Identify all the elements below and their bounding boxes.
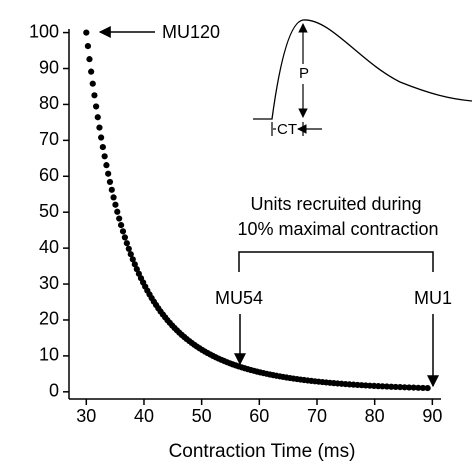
data-point xyxy=(101,153,108,160)
x-axis-title: Contraction Time (ms) xyxy=(169,441,356,462)
data-point xyxy=(133,266,140,273)
y-tick-label: 0 xyxy=(49,381,59,401)
data-point xyxy=(91,92,98,99)
data-point xyxy=(114,208,121,215)
y-tick-label: 80 xyxy=(39,93,59,113)
data-point xyxy=(388,383,395,390)
x-tick-label: 60 xyxy=(249,406,269,426)
data-point xyxy=(89,80,96,87)
data-point xyxy=(84,42,92,50)
data-point xyxy=(93,103,100,110)
y-tick-label: 90 xyxy=(39,57,59,77)
twitch-curve xyxy=(253,19,473,120)
data-point xyxy=(127,251,134,258)
y-tick-label: 20 xyxy=(39,309,59,329)
data-point xyxy=(419,384,427,392)
data-point xyxy=(110,194,117,201)
x-tick-label: 50 xyxy=(192,406,212,426)
data-point xyxy=(125,245,132,252)
data-point xyxy=(119,228,127,235)
data-point xyxy=(98,134,105,141)
data-point xyxy=(105,170,112,177)
inset-label: P xyxy=(299,65,309,82)
annotation: Units recruited during xyxy=(250,194,421,214)
x-tick-label: 80 xyxy=(365,406,385,426)
data-point xyxy=(406,384,413,391)
y-tick-label: 10 xyxy=(39,345,59,365)
annotation: MU120 xyxy=(162,22,220,42)
data-point xyxy=(129,256,136,263)
data-point xyxy=(83,29,90,36)
data-point xyxy=(123,240,130,247)
data-point xyxy=(415,384,422,391)
data-point xyxy=(94,114,101,121)
data-point xyxy=(121,234,128,241)
data-point xyxy=(88,68,95,75)
annotation: MU54 xyxy=(215,288,263,308)
data-point xyxy=(106,178,114,186)
data-point xyxy=(397,384,404,391)
x-tick-label: 70 xyxy=(307,406,327,426)
y-tick-label: 60 xyxy=(39,165,59,185)
y-tick-label: 30 xyxy=(39,273,59,293)
data-point xyxy=(410,384,417,391)
data-point xyxy=(103,162,110,169)
inset-label: CT xyxy=(277,121,297,138)
data-point xyxy=(99,143,106,151)
x-tick-label: 30 xyxy=(76,406,96,426)
data-point xyxy=(96,124,103,131)
bracket xyxy=(238,251,434,272)
y-tick-label: 70 xyxy=(39,129,59,149)
x-tick-label: 40 xyxy=(134,406,154,426)
label-bg xyxy=(296,64,311,84)
annotation: 10% maximal contraction xyxy=(237,219,438,239)
data-point xyxy=(112,201,119,208)
data-point xyxy=(117,221,125,229)
data-point xyxy=(86,56,93,63)
y-tick-label: 40 xyxy=(39,237,59,257)
data-point xyxy=(401,384,408,391)
data-point xyxy=(392,383,399,391)
x-tick-label: 90 xyxy=(422,406,442,426)
data-point xyxy=(135,270,143,277)
y-tick-label: 50 xyxy=(39,201,59,221)
data-point xyxy=(131,261,138,268)
data-point xyxy=(116,215,123,222)
annotation: MU1 xyxy=(414,288,452,308)
data-point xyxy=(424,384,431,392)
y-tick-label: 100 xyxy=(29,21,59,41)
data-point xyxy=(108,186,115,193)
